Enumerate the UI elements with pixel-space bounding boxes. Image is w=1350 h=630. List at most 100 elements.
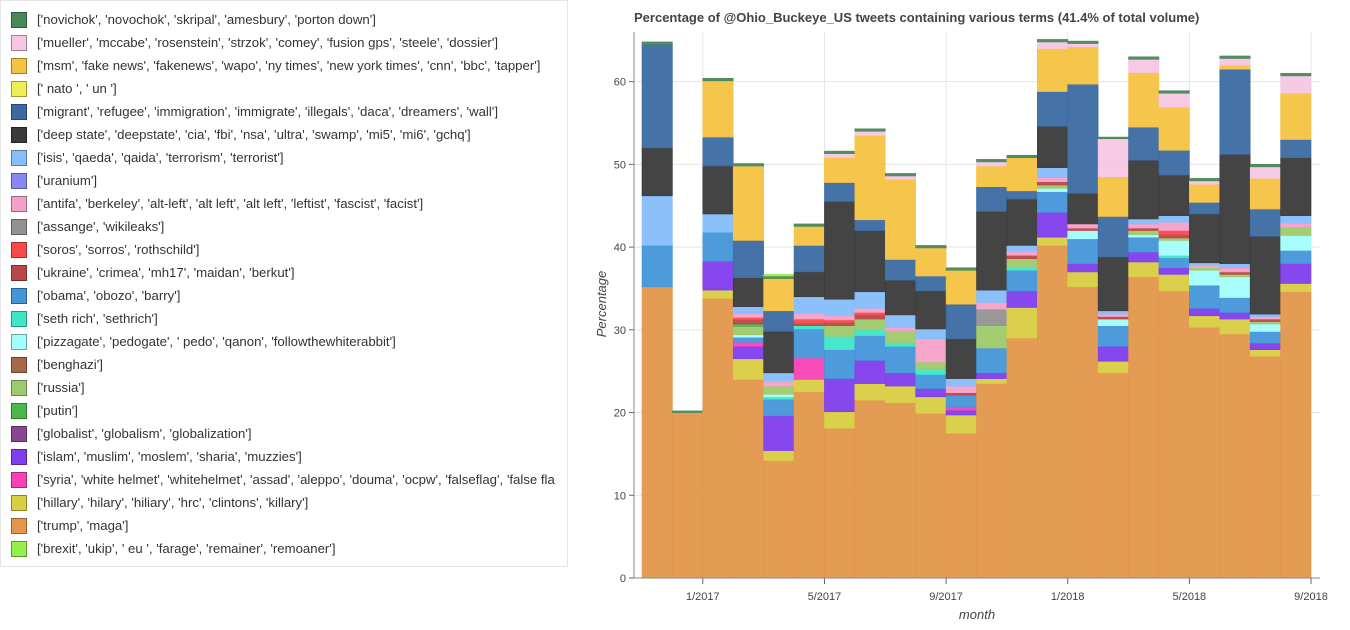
legend-swatch	[11, 242, 27, 258]
bar-segment-trump	[884, 402, 916, 579]
bar-segment-obama	[1189, 284, 1221, 309]
bar-segment-obama	[1219, 297, 1251, 313]
legend-label: ['msm', 'fake news', 'fakenews', 'wapo',…	[37, 58, 541, 73]
bar-segment-isis	[1097, 310, 1129, 315]
bar-segment-islam	[824, 378, 856, 413]
bar-segment-trump	[945, 432, 977, 579]
bar-segment-msm	[1128, 72, 1160, 128]
bar-segment-obama	[1158, 257, 1190, 269]
bar-segment-pizzagate	[1189, 269, 1221, 286]
bar-segment-obama	[1128, 236, 1160, 253]
bar-segment-trump	[1158, 290, 1190, 579]
bar-segment-deep-state	[884, 279, 916, 316]
legend-swatch	[11, 541, 27, 557]
bar-segment-ukraine	[793, 322, 825, 326]
bar-segment-russia	[1037, 184, 1069, 189]
bar-segment-obama	[854, 335, 886, 361]
legend-label: ['novichok', 'novochok', 'skripal', 'ame…	[37, 12, 376, 27]
bar-segment-deep-state	[763, 331, 795, 374]
bar-segment-pizzagate	[1219, 276, 1251, 298]
x-tick-label: 5/2017	[808, 591, 842, 603]
bar-segment-trump	[824, 427, 856, 579]
bar-segment-pizzagate	[1158, 240, 1190, 256]
bar-segment-antifa	[1097, 313, 1129, 317]
bar-segment-migrant	[1219, 68, 1251, 155]
bar-segment-trump	[672, 412, 704, 579]
bar-segment-seth-rich	[854, 329, 886, 336]
legend-swatch	[11, 380, 27, 396]
legend-label: ['syria', 'white helmet', 'whitehelmet',…	[37, 472, 555, 487]
bar-segment-deep-state	[854, 230, 886, 293]
bar-segment-assange	[976, 308, 1008, 326]
bar-segment-russia	[763, 385, 795, 395]
bar-segment-hillary	[732, 358, 764, 380]
bar-segment-msm	[1158, 106, 1190, 151]
bar-segment-islam	[1249, 342, 1281, 350]
bar-segment-isis	[1037, 167, 1069, 178]
bar-segment-antifa	[1037, 177, 1069, 183]
bar-segment-soros	[732, 317, 764, 321]
y-tick-label: 0	[620, 573, 626, 585]
bar-segment-ukraine	[1067, 227, 1099, 231]
bar-segment-putin	[732, 323, 764, 327]
bar-segment-deep-state	[1189, 213, 1221, 264]
bar-segment-novichok	[945, 267, 977, 271]
bar-segment-msm	[884, 178, 916, 260]
y-tick-label: 40	[614, 242, 626, 254]
bar-segment-migrant	[824, 182, 856, 202]
bar-segment-novichok	[1067, 40, 1099, 44]
bar-segment-hillary	[1128, 261, 1160, 278]
bar-segment-obama	[884, 346, 916, 374]
legend-swatch	[11, 472, 27, 488]
bar-segment-isis	[1249, 313, 1281, 317]
bar-segment-mueller	[1219, 58, 1251, 66]
bar-segment-obama	[1249, 331, 1281, 344]
bar-segment-migrant	[976, 186, 1008, 212]
x-tick-label: 1/2017	[686, 591, 720, 603]
legend-label: ['putin']	[37, 403, 78, 418]
bar-segment-isis	[1189, 262, 1221, 266]
bar-segment-msm	[702, 80, 734, 138]
bar-segment-novichok	[1006, 154, 1038, 159]
bar-segment-deep-state	[641, 147, 673, 197]
bar-segment-mueller	[854, 130, 886, 136]
bar-segment-migrant	[763, 310, 795, 332]
bar-segment-hillary	[884, 385, 916, 403]
bar-segment-migrant	[1097, 216, 1129, 258]
bar-segment-trump	[854, 399, 886, 579]
legend-swatch	[11, 449, 27, 465]
bar-segment-deep-state	[1280, 157, 1312, 216]
bar-segment-isis	[884, 314, 916, 328]
bar-segment-obama	[1067, 238, 1099, 264]
y-tick-label: 60	[614, 77, 626, 89]
bar-segment-msm	[1037, 48, 1069, 92]
axes: 0 10 20 30 40 50 60 1/2017 5/2017 9/2017 1/2018 5/2…	[614, 32, 1328, 603]
bar-segment-russia	[1219, 274, 1251, 278]
legend-label: ['brexit', 'ukip', ' eu ', 'farage', 're…	[37, 541, 336, 556]
bar-segment-antifa	[976, 302, 1008, 310]
bar-segment-islam	[1006, 290, 1038, 308]
legend-swatch	[11, 265, 27, 281]
bar-segment-deep-state	[1097, 256, 1129, 312]
bar-segment-trump	[976, 383, 1008, 579]
legend-label: ['ukraine', 'crimea', 'mh17', 'maidan', …	[37, 265, 295, 280]
bar-segment-trump	[763, 460, 795, 579]
bar-segment-novichok	[793, 223, 825, 227]
bar-segment-novichok	[854, 128, 886, 132]
bar-segment-novichok	[1189, 178, 1221, 182]
bar-segment-migrant	[1189, 202, 1221, 215]
bar-segment-isis	[1128, 218, 1160, 225]
bar-segment-seth-rich	[915, 368, 947, 375]
bar-segment-islam	[732, 346, 764, 360]
bar-segment-isis	[1158, 215, 1190, 223]
bar-segment-deep-state	[945, 338, 977, 379]
legend-swatch	[11, 196, 27, 212]
bar-segment-mueller	[1097, 138, 1129, 178]
bar-segment-deep-state	[793, 271, 825, 298]
bar-segment-ukraine	[732, 319, 764, 325]
bar-segment-antifa	[1219, 267, 1251, 273]
legend-swatch	[11, 127, 27, 143]
bar-segment-hillary	[945, 414, 977, 434]
bar-segment-pizzagate	[1249, 323, 1281, 332]
legend-label: ['islam', 'muslim', 'moslem', 'sharia', …	[37, 449, 302, 464]
